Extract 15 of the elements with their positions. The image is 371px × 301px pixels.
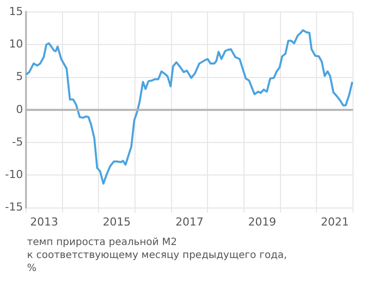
x-tick-label: 2019 <box>248 215 276 228</box>
text: % <box>27 262 38 275</box>
x-tick-label: 2017 <box>175 215 204 228</box>
y-tick-label: -5 <box>12 135 23 148</box>
y-tick-label: 5 <box>16 70 23 84</box>
text: темп прироста реальной М2 <box>27 236 178 249</box>
y-tick-label: 0 <box>16 102 23 116</box>
y-tick-label: -15 <box>5 200 23 214</box>
y-tick-label: 15 <box>8 4 23 18</box>
x-tick-label: 2015 <box>102 215 131 228</box>
y-tick-label: 10 <box>8 37 23 50</box>
y-tick-label: -10 <box>5 168 23 182</box>
text: к соответствующему месяцу предыдущего года, <box>27 249 287 262</box>
x-tick-label: 2021 <box>320 215 349 228</box>
x-tick-label: 2013 <box>30 215 58 228</box>
